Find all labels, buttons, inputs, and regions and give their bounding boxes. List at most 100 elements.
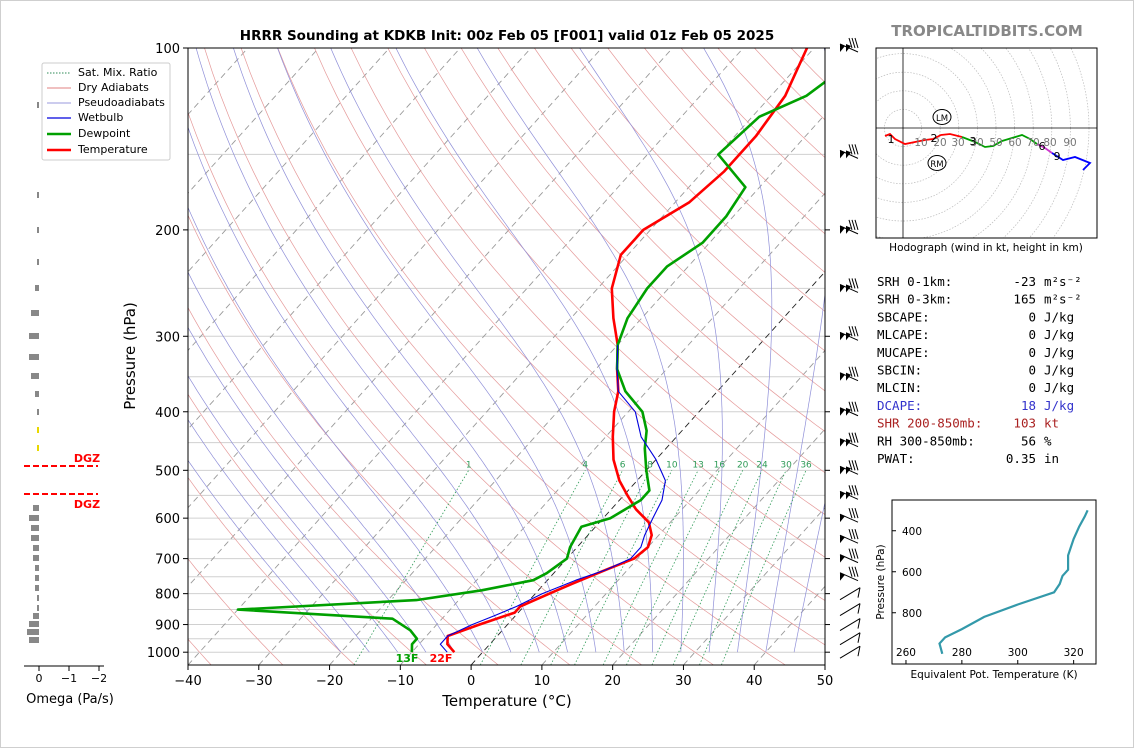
mixing-ratio-line xyxy=(550,470,651,665)
index-unit: in xyxy=(1044,451,1059,466)
index-label: SBCAPE: xyxy=(877,309,930,324)
barb-flag xyxy=(846,438,851,447)
legend-pseudoadiabats: Pseudoadiabats xyxy=(78,96,165,109)
barb-feather xyxy=(857,646,861,657)
height-label: 1 xyxy=(888,133,895,146)
wetbulb-line xyxy=(439,344,666,653)
barb-flag xyxy=(840,332,845,341)
barb-feather xyxy=(848,485,853,496)
index-unit: J/kg xyxy=(1044,398,1074,413)
index-row: MLCIN: 0 J/kg xyxy=(877,380,1074,395)
index-unit: m²s⁻² xyxy=(1044,292,1082,307)
isotherm-line xyxy=(188,48,603,509)
y-tick-label: 500 xyxy=(155,464,180,479)
y-tick-label: 800 xyxy=(155,588,180,603)
pseudoadiabat xyxy=(765,48,825,653)
barb-feather xyxy=(851,37,856,49)
barb-flag xyxy=(840,572,845,581)
barb-feather xyxy=(851,144,856,155)
barb-flag xyxy=(840,225,845,234)
ring-label: 50 xyxy=(989,137,1002,149)
mixing-ratio-label: 6 xyxy=(620,460,626,470)
theta-e-y-label: Pressure (hPa) xyxy=(875,544,887,619)
isotherm-line xyxy=(541,349,825,665)
barb-feather xyxy=(854,529,859,540)
mixing-ratio-label: 13 xyxy=(692,460,703,470)
x-tick-label: −30 xyxy=(245,674,272,689)
barb-feather xyxy=(854,508,859,519)
index-unit: J/kg xyxy=(1044,380,1074,395)
pseudoadiabat xyxy=(233,48,568,653)
dry-adiabat xyxy=(350,48,825,558)
index-label: SBCIN: xyxy=(877,363,922,378)
height-label: 3 xyxy=(970,135,977,148)
barb-feather xyxy=(854,37,859,49)
barb-feather xyxy=(848,566,853,577)
y-tick-label: 600 xyxy=(155,512,180,527)
omega-bar xyxy=(37,409,39,415)
y-tick-label: 300 xyxy=(155,330,180,345)
dry-adiabat xyxy=(188,111,643,665)
index-row: SBCIN: 0 J/kg xyxy=(877,363,1074,378)
barb-flag xyxy=(846,150,851,159)
omega-tick-label: −2 xyxy=(91,672,107,685)
omega-bar xyxy=(27,629,39,635)
dry-adiabat xyxy=(460,48,825,432)
x-tick-label: 50 xyxy=(817,674,834,689)
pseudoadiabat xyxy=(395,48,653,653)
omega-bar xyxy=(35,575,39,581)
index-row: PWAT: 0.35 in xyxy=(877,451,1059,466)
index-label: MLCIN: xyxy=(877,380,922,395)
barb-feather xyxy=(848,278,853,289)
index-label: PWAT: xyxy=(877,451,915,466)
isotherm-line xyxy=(188,48,461,352)
index-label: SRH 0-1km: xyxy=(877,274,952,289)
index-unit: J/kg xyxy=(1044,327,1074,342)
barb-feather xyxy=(854,566,859,577)
dgz-bottom-label: DGZ xyxy=(74,498,100,511)
index-row: SRH 0-3km: 165 m²s⁻² xyxy=(877,292,1082,307)
pseudoadiabat xyxy=(188,126,512,653)
index-row: MLCAPE: 0 J/kg xyxy=(877,327,1074,342)
omega-bar xyxy=(37,192,39,198)
pseudoadiabat xyxy=(277,48,597,653)
barb-feather xyxy=(857,618,861,629)
pseudoadiabat xyxy=(188,326,427,653)
dry-adiabat xyxy=(204,48,714,665)
wind-barb xyxy=(839,618,861,631)
ring-label: 70 xyxy=(1026,137,1039,149)
barb-feather xyxy=(848,326,853,337)
barb-flag xyxy=(840,535,845,544)
pseudoadiabat xyxy=(188,206,483,653)
barb-shaft xyxy=(839,632,861,646)
omega-bar xyxy=(31,525,39,531)
omega-bar xyxy=(33,555,39,561)
index-value: 165 xyxy=(1013,292,1036,307)
isotherm-line xyxy=(188,48,319,194)
x-tick-label: 20 xyxy=(604,674,621,689)
wind-barb xyxy=(839,603,861,616)
y-tick-label: 700 xyxy=(155,553,180,568)
mixing-ratio-label: 24 xyxy=(756,460,768,470)
x-tick-label: 10 xyxy=(534,674,551,689)
pseudoadiabat xyxy=(703,48,773,653)
surface-dewpoint-label: 13F xyxy=(396,652,419,665)
height-label: 6 xyxy=(1039,140,1046,153)
dry-adiabat xyxy=(188,214,571,665)
index-unit: m²s⁻² xyxy=(1044,274,1082,289)
wind-barb xyxy=(839,37,859,53)
barb-feather xyxy=(851,432,856,443)
barb-flag xyxy=(846,466,851,475)
sounding-indices: SRH 0-1km: -23 m²s⁻² SRH 0-3km: 165 m²s⁻² SBCA… xyxy=(877,274,1082,466)
ring-label: 10 xyxy=(914,137,927,149)
x-tick-label: 0 xyxy=(467,674,475,689)
omega-bar xyxy=(31,373,39,379)
barb-flag xyxy=(840,438,845,447)
hodograph-height-labels: 1 2 3 6 9 xyxy=(888,132,1061,163)
dgz-top-label: DGZ xyxy=(74,452,100,465)
barb-feather xyxy=(851,566,856,577)
barb-flag xyxy=(840,491,845,500)
dry-adiabat xyxy=(188,306,499,665)
barb-feather xyxy=(857,587,861,598)
omega-tick-label: 0 xyxy=(36,672,43,685)
